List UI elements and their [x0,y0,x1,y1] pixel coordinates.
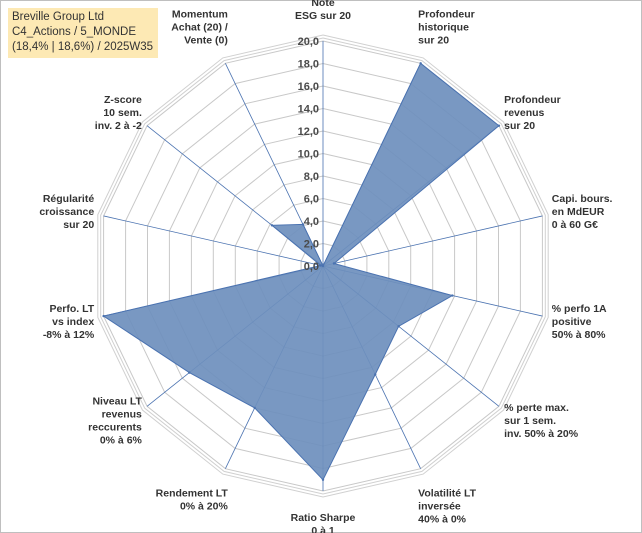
axis-label-line: Niveau LT [92,396,142,408]
tick-label: 12,0 [298,126,319,138]
outer-ring-0 [97,34,549,498]
data-point-1 [419,62,422,65]
axis-label-line: Profondeur [504,94,561,106]
tick-label: 10,0 [298,149,319,161]
series-layer [102,62,501,481]
axis-label-line: croissance [39,206,94,218]
axis-label-line: revenus [504,107,544,119]
tick-label: 8,0 [304,171,319,183]
axis-label-line: historique [418,21,469,33]
axis-label-5: % perte max.sur 1 sem.inv. 50% à 20% [504,402,579,440]
axis-label-line: Rendement LT [156,488,229,500]
title-line-3: (18,4% | 18,6%) / 2025W35 [12,41,154,53]
axis-label-line: inv. 2 à -2 [95,120,142,132]
data-point-12 [270,224,274,227]
data-point-11 [319,264,323,267]
tick-label: 4,0 [304,216,319,228]
axis-label-line: 0 à 1 [311,525,335,533]
axis-label-line: inv. 50% à 20% [504,428,579,440]
axis-label-line: vs index [52,316,94,328]
tick-label: 6,0 [304,194,319,206]
axis-label-line: Momentum [172,8,228,20]
axis-label-line: revenus [102,409,142,421]
axis-label-line: % perte max. [504,402,569,414]
axis-label-line: sur 20 [63,219,94,231]
spoke-3 [322,215,543,267]
axis-label-line: en MdEUR [552,206,605,218]
axis-label-8: Rendement LT0% à 20% [156,488,229,513]
tick-label: 18,0 [298,59,319,71]
axis-label-line: Note [311,0,334,9]
axis-label-line: ESG sur 20 [295,10,351,22]
axis-label-line: reccurents [88,422,142,434]
data-point-5 [397,325,400,328]
tick-label: 2,0 [304,239,319,251]
data-point-13 [301,223,305,226]
data-point-8 [253,406,256,410]
axis-label-line: 0% à 6% [100,435,143,447]
axis-label-line: Achat (20) / [171,21,228,33]
axis-label-line: inversée [418,501,461,513]
axis-label-line: 0% à 20% [180,501,229,513]
axis-label-line: sur 20 [504,120,535,132]
data-point-6 [374,373,377,376]
axis-label-line: Régularité [43,193,95,205]
outer-ring-1 [100,37,546,495]
title-line-1: Breville Group Ltd [12,11,105,23]
axis-label-line: Vente (0) [184,34,228,46]
data-point-4 [451,294,454,297]
data-point-3 [332,262,336,265]
tick-label: 14,0 [298,104,319,116]
axis-label-line: 50% à 80% [552,329,606,341]
title-box: Breville Group Ltd C4_Actions / 5_MONDE … [8,8,158,58]
data-point-7 [321,478,325,481]
axis-label-line: -8% à 12% [43,329,95,341]
axis-label-line: Profondeur [418,8,475,20]
axis-label-line: sur 20 [418,34,449,46]
axis-label-line: sur 1 sem. [504,415,556,427]
axis-label-line: Volatilité LT [418,488,477,500]
axis-label-line: Ratio Sharpe [291,512,356,524]
tick-label: 20,0 [298,36,319,48]
axis-label-line: 40% à 0% [418,514,467,526]
data-point-0 [321,264,325,268]
data-point-2 [497,124,501,127]
tick-labels-layer: 0,0 2,0 4,0 6,0 8,0 10,0 12,0 14,0 16,0 18,0 20,0 [298,36,319,273]
title-line-2: C4_Actions / 5_MONDE [12,26,136,38]
axis-label-line: Perfo. LT [49,303,94,315]
axis-label-line: positive [552,316,592,328]
axis-label-line: Z-score [104,94,142,106]
axis-label-line: 0 à 60 G€ [552,219,598,231]
data-point-9 [188,371,191,374]
tick-label: 0,0 [304,261,319,273]
axis-label-line: % perfo 1A [552,303,607,315]
axis-label-line: Capi. bours. [552,193,613,205]
axis-label-line: 10 sem. [103,107,142,119]
tick-label: 16,0 [298,81,319,93]
data-point-10 [102,314,105,318]
spoke-11 [103,215,324,267]
